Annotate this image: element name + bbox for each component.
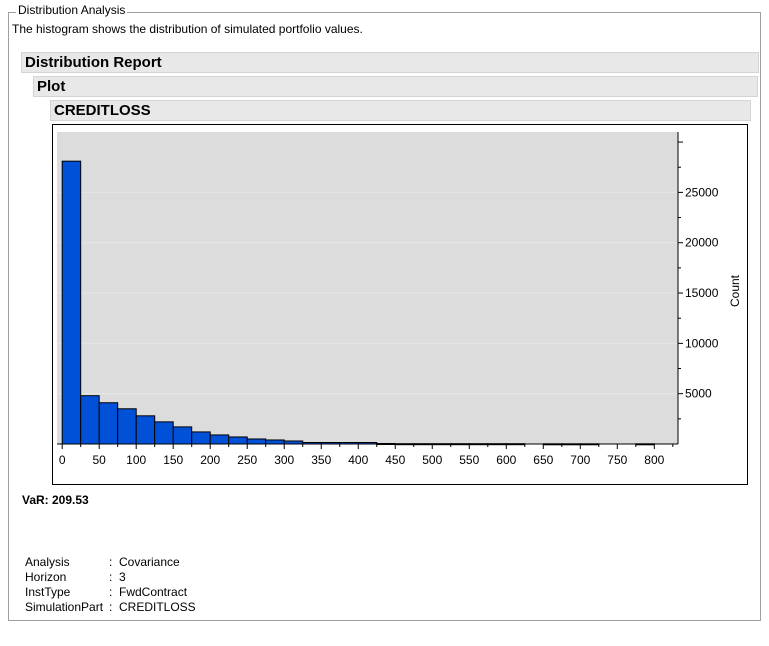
meta-key: Horizon bbox=[25, 570, 67, 584]
y-tick-label: 5000 bbox=[685, 387, 712, 401]
histogram-bar bbox=[135, 415, 156, 445]
x-tick-label: 550 bbox=[459, 453, 479, 467]
x-tick-label: 650 bbox=[533, 453, 553, 467]
histogram-bar bbox=[154, 421, 174, 445]
meta-value: Covariance bbox=[119, 555, 180, 569]
meta-row: SimulationPart: CREDITLOSS bbox=[25, 600, 196, 615]
meta-sep: : bbox=[109, 585, 113, 599]
x-tick-label: 50 bbox=[93, 453, 107, 467]
x-tick-label: 400 bbox=[348, 453, 368, 467]
y-axis-label: Count bbox=[728, 274, 742, 307]
variable-header[interactable]: CREDITLOSS bbox=[50, 100, 751, 121]
x-tick-label: 0 bbox=[59, 453, 66, 467]
meta-key: InstType bbox=[25, 585, 71, 599]
histogram-bar bbox=[98, 402, 119, 445]
plot-area bbox=[57, 132, 678, 444]
histogram-bar bbox=[246, 438, 267, 445]
x-tick-label: 200 bbox=[200, 453, 220, 467]
meta-row: Horizon:3 bbox=[25, 570, 196, 585]
y-tick-label: 25000 bbox=[685, 185, 719, 199]
x-tick-label: 350 bbox=[311, 453, 331, 467]
x-tick-label: 600 bbox=[496, 453, 516, 467]
x-tick-label: 300 bbox=[274, 453, 294, 467]
plot-header[interactable]: Plot bbox=[33, 76, 758, 97]
distribution-analysis-panel bbox=[8, 12, 761, 621]
meta-value: 3 bbox=[119, 570, 126, 584]
histogram-bar bbox=[265, 439, 285, 445]
histogram-svg: 0 50 100 150 200 250 300 350 400 450 500 550 600 650 7… bbox=[57, 132, 742, 467]
histogram-bar bbox=[209, 434, 230, 445]
panel-description: The histogram shows the distribution of … bbox=[12, 22, 363, 36]
x-tick-label: 800 bbox=[644, 453, 664, 467]
histogram-bar bbox=[117, 408, 137, 445]
x-tick-label: 150 bbox=[163, 453, 183, 467]
meta-row: Analysis: Covariance bbox=[25, 555, 196, 570]
histogram-bar bbox=[191, 431, 211, 445]
x-tick-label: 250 bbox=[237, 453, 257, 467]
meta-sep: : bbox=[109, 600, 113, 614]
x-tick-label: 750 bbox=[607, 453, 627, 467]
meta-key: SimulationPart bbox=[25, 600, 104, 614]
y-tick-label: 10000 bbox=[685, 336, 719, 350]
meta-sep: : bbox=[109, 570, 113, 584]
x-tick-label: 450 bbox=[385, 453, 405, 467]
histogram-chart: 0 50 100 150 200 250 300 350 400 450 500 550 600 650 7… bbox=[52, 124, 748, 485]
meta-row: InstType: FwdContract bbox=[25, 585, 196, 600]
x-tick-label: 700 bbox=[570, 453, 590, 467]
panel-legend: Distribution Analysis bbox=[16, 3, 128, 17]
histogram-bar bbox=[80, 395, 100, 445]
histogram-bar bbox=[61, 160, 82, 445]
histogram-bar bbox=[172, 426, 193, 445]
y-tick-label: 15000 bbox=[685, 286, 719, 300]
meta-sep: : bbox=[109, 555, 113, 569]
x-tick-label: 500 bbox=[422, 453, 442, 467]
meta-value: FwdContract bbox=[119, 585, 188, 599]
metadata-table: Analysis: Covariance Horizon:3 InstType: F… bbox=[25, 555, 196, 615]
var-value: VaR: 209.53 bbox=[22, 493, 89, 507]
x-tick-label: 100 bbox=[126, 453, 146, 467]
meta-key: Analysis bbox=[25, 555, 70, 569]
distribution-report-header[interactable]: Distribution Report bbox=[21, 52, 759, 73]
y-tick-label: 20000 bbox=[685, 236, 719, 250]
meta-value: CREDITLOSS bbox=[119, 600, 196, 614]
histogram-bar bbox=[228, 436, 248, 445]
